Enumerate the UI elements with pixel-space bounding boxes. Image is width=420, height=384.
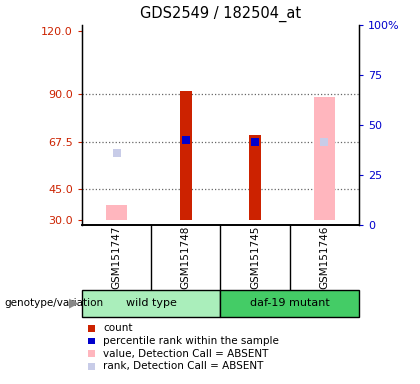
Text: count: count bbox=[103, 323, 132, 333]
Point bbox=[113, 150, 120, 156]
Bar bbox=[220, 290, 359, 317]
Text: GSM151745: GSM151745 bbox=[250, 225, 260, 289]
Text: percentile rank within the sample: percentile rank within the sample bbox=[103, 336, 279, 346]
Text: ▶: ▶ bbox=[69, 297, 78, 310]
Bar bbox=[249, 135, 261, 220]
Bar bbox=[180, 91, 192, 220]
Text: daf-19 mutant: daf-19 mutant bbox=[250, 298, 330, 308]
Point bbox=[252, 139, 259, 145]
Text: value, Detection Call = ABSENT: value, Detection Call = ABSENT bbox=[103, 349, 268, 359]
Title: GDS2549 / 182504_at: GDS2549 / 182504_at bbox=[140, 6, 301, 22]
Text: GSM151748: GSM151748 bbox=[181, 225, 191, 289]
Bar bbox=[82, 290, 220, 317]
Point bbox=[321, 139, 328, 145]
Point bbox=[182, 136, 189, 142]
Text: wild type: wild type bbox=[126, 298, 177, 308]
Text: genotype/variation: genotype/variation bbox=[4, 298, 103, 308]
Bar bbox=[106, 205, 127, 220]
Bar bbox=[314, 98, 335, 220]
Text: rank, Detection Call = ABSENT: rank, Detection Call = ABSENT bbox=[103, 361, 263, 371]
Text: GSM151746: GSM151746 bbox=[320, 225, 329, 289]
Text: GSM151747: GSM151747 bbox=[112, 225, 121, 289]
